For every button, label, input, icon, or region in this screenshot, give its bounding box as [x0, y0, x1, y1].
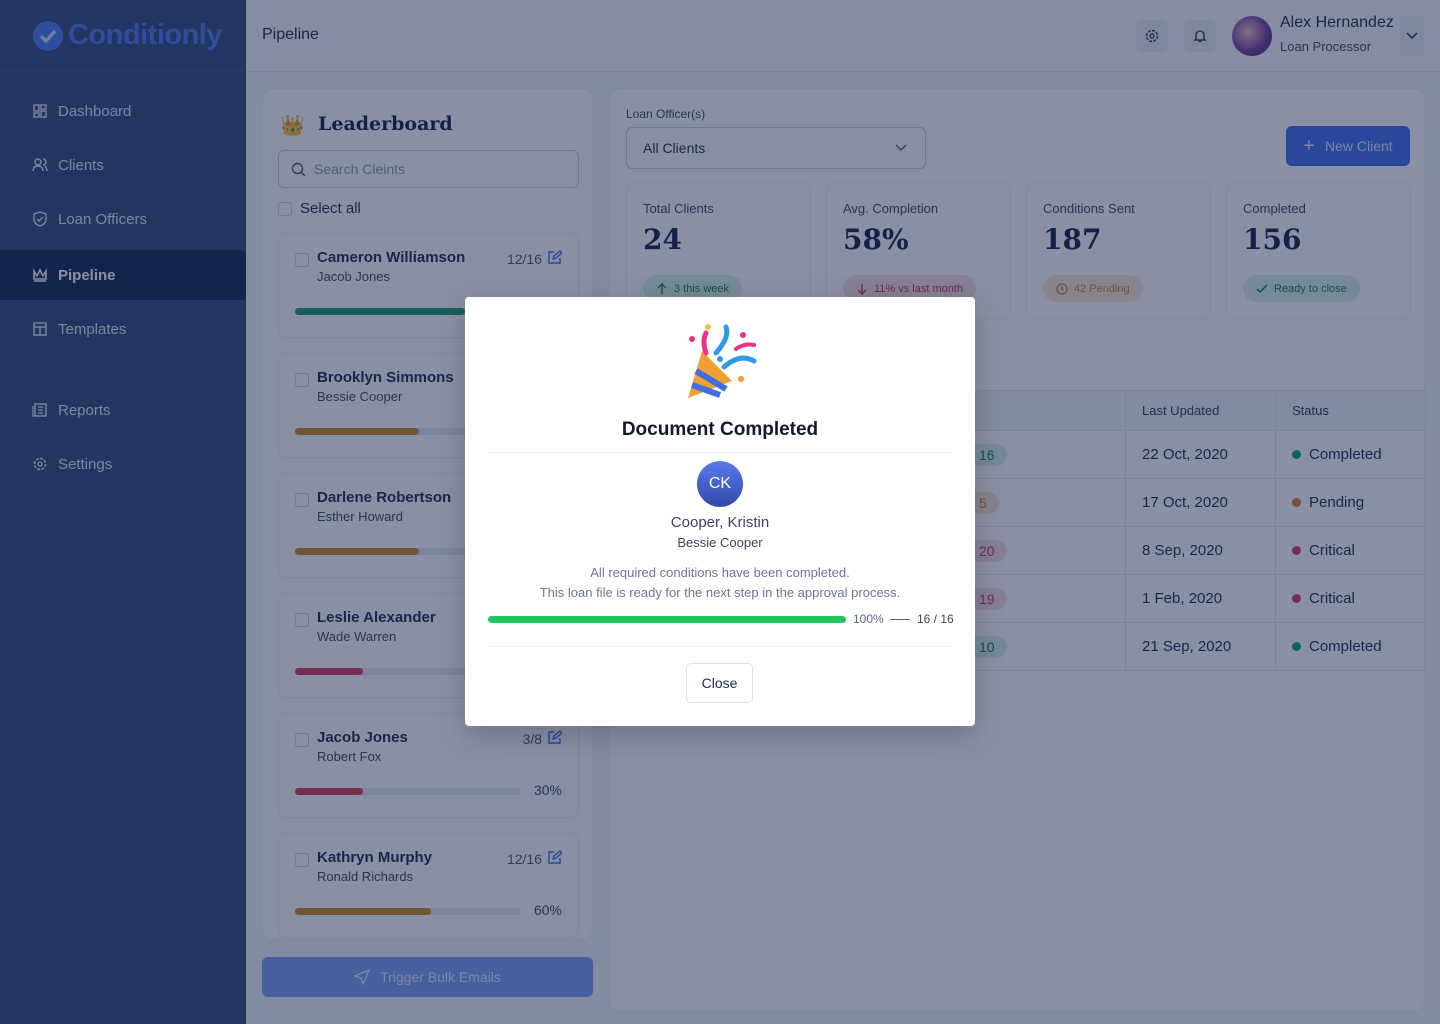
completion-percent: 100% — [853, 612, 884, 626]
separator-dash — [890, 619, 910, 620]
loan-officer-name: Bessie Cooper — [677, 535, 763, 550]
message-line-1: All required conditions have been comple… — [590, 565, 850, 580]
completion-progress-bar — [488, 616, 846, 623]
divider — [488, 646, 952, 647]
message-line-2: This loan file is ready for the next ste… — [539, 585, 901, 600]
party-popper-icon — [688, 324, 757, 398]
divider — [488, 452, 952, 453]
document-completed-modal: Document Completed CK Cooper, Kristin Be… — [465, 297, 975, 726]
modal-message: All required conditions have been comple… — [465, 563, 975, 603]
close-button[interactable]: Close — [686, 663, 753, 703]
completion-count: 16 / 16 — [917, 612, 954, 626]
client-avatar: CK — [697, 461, 743, 507]
modal-title: Document Completed — [621, 419, 819, 440]
client-name: Cooper, Kristin — [670, 514, 770, 531]
